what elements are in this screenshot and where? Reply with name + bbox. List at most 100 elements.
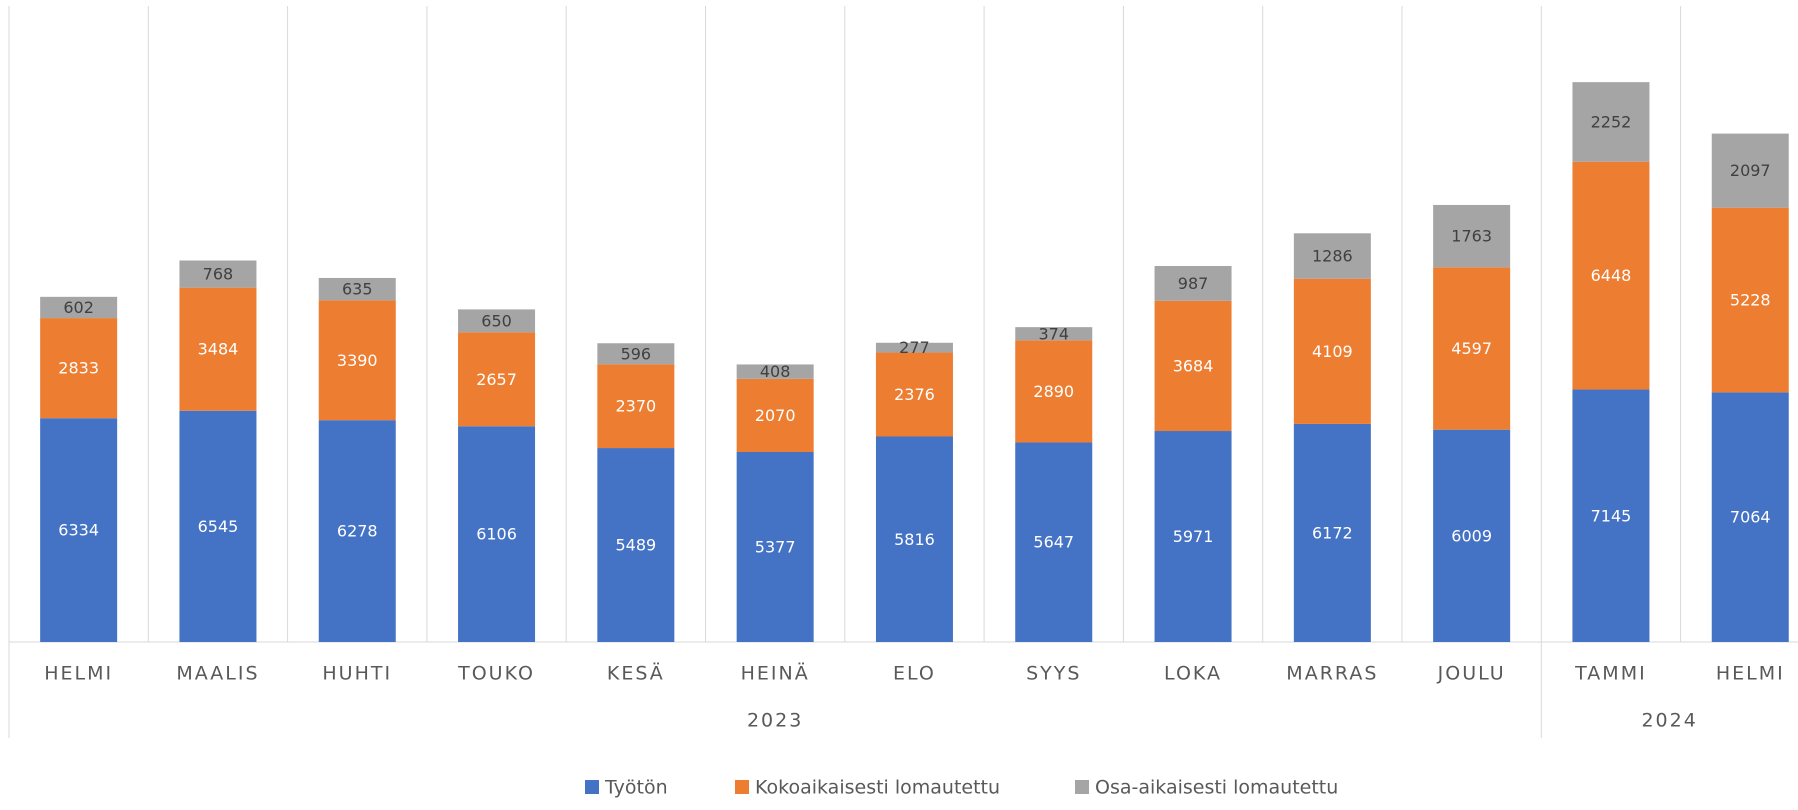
x-tick-label: KESÄ bbox=[607, 662, 665, 685]
bar-segment bbox=[875, 436, 953, 642]
data-label: 6448 bbox=[1591, 266, 1632, 285]
bar-segment bbox=[1015, 340, 1093, 443]
data-label: 1286 bbox=[1312, 247, 1353, 266]
legend-swatch bbox=[735, 780, 749, 794]
data-label: 5489 bbox=[615, 536, 656, 555]
bar-segment bbox=[40, 296, 118, 319]
data-label: 7064 bbox=[1730, 508, 1771, 527]
year-label: 2023 bbox=[747, 710, 803, 732]
data-label: 987 bbox=[1178, 274, 1209, 293]
bar-segment bbox=[318, 420, 396, 642]
data-label: 2252 bbox=[1591, 112, 1632, 131]
data-label: 2370 bbox=[615, 397, 656, 416]
bar-segment bbox=[1154, 300, 1232, 432]
x-tick-label: LOKA bbox=[1164, 663, 1222, 685]
bar-segment bbox=[1293, 278, 1371, 424]
bar-segment bbox=[458, 332, 536, 427]
data-label: 6278 bbox=[337, 522, 378, 541]
bar-segment bbox=[1572, 389, 1650, 642]
data-label: 5377 bbox=[755, 538, 796, 557]
x-tick-label: TOUKO bbox=[457, 663, 535, 685]
x-tick-label: HELMI bbox=[44, 663, 113, 685]
bar-segment bbox=[179, 260, 257, 288]
bar-segment bbox=[736, 452, 814, 642]
bar-segment bbox=[875, 342, 953, 353]
data-label: 2097 bbox=[1730, 161, 1771, 180]
data-label: 650 bbox=[481, 311, 512, 330]
data-label: 6009 bbox=[1451, 526, 1492, 545]
bar-segment bbox=[1154, 431, 1232, 642]
legend-label: Työtön bbox=[604, 777, 668, 799]
bar-segment bbox=[458, 426, 536, 642]
data-label: 635 bbox=[342, 280, 373, 299]
data-label: 2070 bbox=[755, 406, 796, 425]
bar-segment bbox=[1154, 265, 1232, 301]
bar-segment bbox=[318, 277, 396, 301]
bar-segment bbox=[1433, 204, 1511, 268]
data-label: 2657 bbox=[476, 370, 517, 389]
bar-segment bbox=[1015, 442, 1093, 642]
legend-swatch bbox=[585, 780, 599, 794]
x-tick-label: MARRAS bbox=[1286, 663, 1378, 685]
bar-segment bbox=[597, 364, 675, 449]
data-label: 7145 bbox=[1591, 506, 1632, 525]
bar-segment bbox=[1711, 392, 1789, 642]
bar-segment bbox=[1433, 429, 1511, 642]
data-label: 2890 bbox=[1033, 382, 1074, 401]
bar-segment bbox=[1572, 82, 1650, 162]
bar-segment bbox=[318, 300, 396, 421]
x-tick-label: SYYS bbox=[1026, 663, 1081, 685]
data-label: 5971 bbox=[1173, 527, 1214, 546]
data-label: 5228 bbox=[1730, 291, 1771, 310]
data-label: 2833 bbox=[58, 359, 99, 378]
bar-segment bbox=[40, 418, 118, 642]
data-label: 4109 bbox=[1312, 342, 1353, 361]
bar-segment bbox=[40, 318, 118, 419]
legend-label: Kokoaikaisesti lomautettu bbox=[755, 777, 1000, 799]
bar-segment bbox=[179, 287, 257, 411]
data-label: 2376 bbox=[894, 385, 935, 404]
data-label: 6334 bbox=[58, 521, 99, 540]
legend-swatch bbox=[1075, 780, 1089, 794]
data-label: 5647 bbox=[1033, 533, 1074, 552]
x-tick-label: TAMMI bbox=[1574, 663, 1647, 685]
data-label: 374 bbox=[1038, 324, 1069, 343]
bar-segment bbox=[1293, 233, 1371, 279]
x-tick-label: HEINÄ bbox=[741, 662, 810, 685]
x-tick-label: HELMI bbox=[1716, 663, 1785, 685]
bar-segment bbox=[1711, 133, 1789, 208]
bar-segment bbox=[1572, 161, 1650, 390]
bar-segment bbox=[1433, 267, 1511, 430]
data-label: 3390 bbox=[337, 351, 378, 370]
legend-label: Osa-aikaisesti lomautettu bbox=[1095, 777, 1338, 799]
data-label: 602 bbox=[63, 298, 94, 317]
data-label: 277 bbox=[899, 338, 930, 357]
bar-segment bbox=[1015, 327, 1093, 341]
data-label: 5816 bbox=[894, 530, 935, 549]
bar-segment bbox=[458, 309, 536, 333]
data-label: 3484 bbox=[198, 340, 239, 359]
x-tick-label: JOULU bbox=[1437, 663, 1506, 685]
year-label: 2024 bbox=[1641, 710, 1697, 732]
data-label: 768 bbox=[203, 265, 234, 284]
data-label: 3684 bbox=[1173, 356, 1214, 375]
data-label: 6106 bbox=[476, 525, 517, 544]
x-tick-label: MAALIS bbox=[176, 663, 259, 685]
bar-segment bbox=[597, 448, 675, 642]
data-label: 4597 bbox=[1451, 339, 1492, 358]
bar-segment bbox=[597, 343, 675, 365]
bar-segment bbox=[1293, 423, 1371, 642]
bar-segment bbox=[875, 352, 953, 437]
x-tick-label: ELO bbox=[893, 663, 936, 685]
data-label: 6545 bbox=[198, 517, 239, 536]
data-label: 408 bbox=[760, 362, 791, 381]
data-label: 1763 bbox=[1451, 227, 1492, 246]
bar-segment bbox=[736, 378, 814, 453]
data-label: 596 bbox=[621, 344, 652, 363]
data-label: 6172 bbox=[1312, 523, 1353, 542]
bar-segment bbox=[179, 410, 257, 642]
x-tick-label: HUHTI bbox=[322, 663, 392, 685]
bar-segment bbox=[1711, 207, 1789, 393]
bar-segment bbox=[736, 364, 814, 379]
